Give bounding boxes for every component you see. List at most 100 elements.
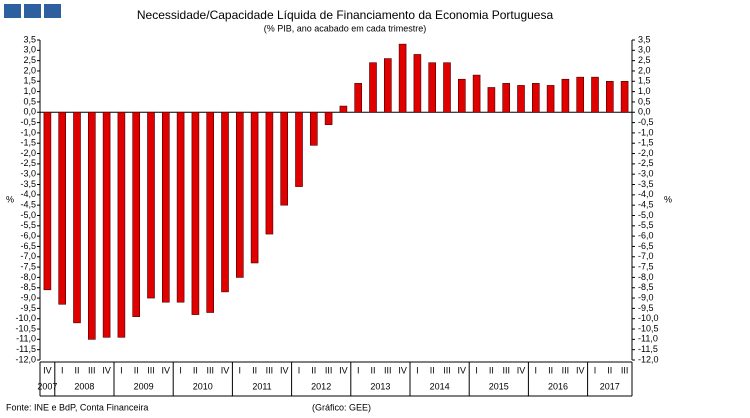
x-tick-label: I [298,365,301,375]
bar [221,111,229,293]
y-tick-label: -9,5 [20,303,36,313]
y2-tick-label: -1,0 [638,127,654,137]
y2-tick-label: -5,5 [638,220,654,230]
y2-tick-label: -8,5 [638,282,654,292]
y-tick-label: -11,5 [16,344,36,354]
y-tick-label: -10,5 [15,323,36,333]
x-tick-label: IV [339,365,348,375]
y2-tick-label: -3,0 [638,169,654,179]
x-tick-label: I [179,365,182,375]
bar [502,83,511,113]
x-tick-label: IV [458,365,467,375]
bar [398,43,407,113]
x-tick-label: III [502,365,510,375]
y2-tick-label: 3,0 [638,45,651,55]
x-tick-label: I [535,365,538,375]
y-axis-label: % [6,194,14,204]
bar [206,111,214,313]
group-label: 2008 [74,381,94,391]
y-tick-label: -9,0 [20,292,36,302]
y2-tick-label: -10,5 [638,323,659,333]
x-tick-label: IV [162,365,171,375]
group-label: 2015 [489,381,509,391]
y-tick-label: -2,0 [20,148,36,158]
chart-title: Necessidade/Capacidade Líquida de Financ… [137,8,554,22]
source: Fonte: INE e BdP, Conta Financeira [6,402,148,412]
y-tick-label: 0,5 [23,96,36,106]
x-tick-label: II [134,365,139,375]
y2-tick-label: -9,5 [638,303,654,313]
y-tick-label: -1,5 [20,138,36,148]
x-tick-label: III [206,365,214,375]
y2-tick-label: -10,0 [638,313,659,323]
y2-tick-label: -6,0 [638,231,654,241]
bar [43,111,52,291]
y2-tick-label: -9,0 [638,292,654,302]
bar [546,85,555,113]
bar [531,83,540,113]
y-tick-label: 0,0 [23,107,36,117]
bar [324,111,333,125]
y2-tick-label: -2,0 [638,148,654,158]
y2-tick-label: -3,5 [638,179,654,189]
y2-tick-label: 1,5 [638,76,651,86]
group-label: 2011 [252,381,271,391]
x-tick-label: II [74,365,79,375]
x-tick-label: IV [517,365,526,375]
bar [369,62,377,113]
x-tick-label: II [548,365,553,375]
logo-square [24,4,41,18]
bar [383,58,392,113]
y-tick-label: 2,0 [23,65,36,75]
y-tick-label: -4,5 [20,200,36,210]
y-tick-label: 1,0 [23,86,36,96]
y-tick-label: 3,5 [23,34,36,44]
y-tick-label: 1,5 [23,76,36,86]
y2-tick-label: -4,0 [638,189,654,199]
bar [487,87,496,113]
x-tick-label: II [252,365,257,375]
y2-axis-label: % [664,194,672,204]
x-tick-label: III [266,365,274,375]
x-tick-label: III [88,365,96,375]
x-tick-label: I [594,365,597,375]
bar [428,62,437,113]
bar [280,111,289,206]
y-tick-label: -12,0 [15,354,36,364]
bar [295,111,303,187]
x-tick-label: I [357,365,360,375]
group-label: 2007 [37,381,57,391]
y2-tick-label: -7,5 [638,261,654,271]
y-tick-label: -0,5 [20,117,36,127]
y-tick-label: -8,0 [20,272,36,282]
y2-tick-label: 3,5 [638,34,651,44]
chart-subtitle: (% PIB, ano acabado em cada trimestre) [264,23,427,33]
y2-tick-label: 2,0 [638,65,651,75]
y2-tick-label: -12,0 [638,354,659,364]
bar [236,111,244,278]
y2-tick-label: 1,0 [638,86,651,96]
bar [250,111,259,264]
bar [457,78,466,113]
y2-tick-label: -0,5 [638,117,654,127]
bar [561,78,570,113]
y2-tick-label: -1,5 [638,138,654,148]
bar [132,111,140,317]
x-tick-label: IV [221,365,230,375]
group-label: 2013 [370,381,390,391]
x-tick-label: II [430,365,435,375]
bar [88,111,96,340]
x-tick-label: IV [280,365,289,375]
logo-square [4,4,21,18]
group-label: 2010 [193,381,213,391]
y2-tick-label: -4,5 [638,200,654,210]
x-tick-label: I [416,365,419,375]
bar [73,111,81,324]
x-tick-label: I [239,365,242,375]
group-label: 2014 [430,381,450,391]
bar [162,111,170,303]
bar [117,111,126,338]
y2-tick-label: -7,0 [638,251,654,261]
bar [591,76,599,113]
